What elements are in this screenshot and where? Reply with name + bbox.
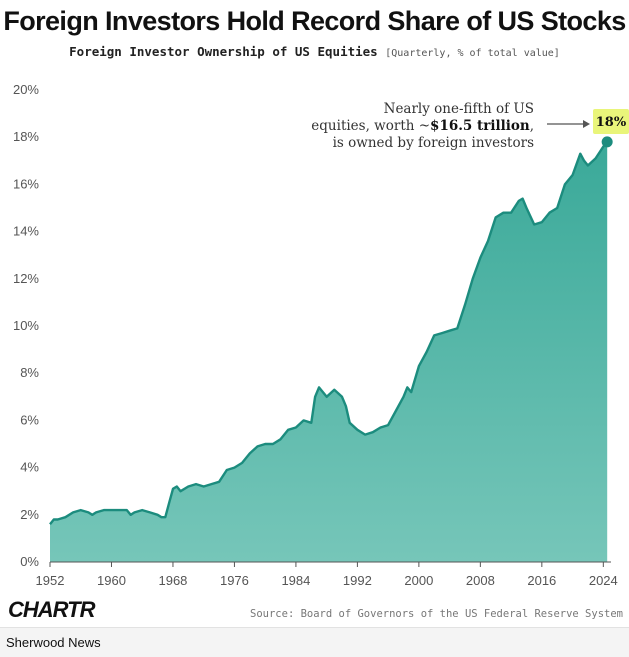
annotation: Nearly one-fifth of US equities, worth ~… [311,101,590,151]
latest-data-point [601,136,613,148]
x-tick-label: 2008 [466,573,495,588]
x-tick-label: 1984 [281,573,310,588]
y-tick-label: 18% [13,129,39,144]
y-tick-label: 0% [20,554,39,569]
value-badge-label: 18% [596,115,627,130]
y-axis: 0% 2% 4% 6% 8% 10% 12% 14% 16% 18% 20% [13,82,39,569]
y-tick-label: 8% [20,365,39,380]
annotation-line-2: equities, worth ~$16.5 trillion, [311,118,534,134]
subtitle-main: Foreign Investor Ownership of US Equitie… [69,44,378,59]
publisher-name: Sherwood News [6,635,101,650]
chartr-logo: CHARTR [8,597,95,622]
annotation-arrowhead [583,120,590,128]
y-tick-label: 16% [13,176,39,191]
y-tick-label: 6% [20,412,39,427]
y-tick-label: 4% [20,460,39,475]
chart-title: Foreign Investors Hold Record Share of U… [3,6,626,36]
data-line [49,141,609,525]
annotation-value: $16.5 trillion [430,118,530,134]
x-tick-label: 1968 [158,573,187,588]
x-tick-label: 2000 [404,573,433,588]
subtitle-note: [Quarterly, % of total value] [385,48,560,59]
y-tick-label: 10% [13,318,39,333]
chart-subtitle: Foreign Investor Ownership of US Equitie… [0,44,629,59]
annotation-line-3: is owned by foreign investors [333,135,534,151]
annotation-line-1: Nearly one-fifth of US [384,101,534,117]
footer-bar: Sherwood News [0,627,629,657]
annotation-line-2-prefix: equities, worth ~ [311,118,430,134]
y-tick-label: 12% [13,271,39,286]
x-tick-label: 1952 [36,573,65,588]
x-tick-label: 2024 [589,573,618,588]
annotation-line-2-suffix: , [530,118,534,134]
value-badge [593,109,629,134]
y-tick-label: 2% [20,507,39,522]
y-tick-label: 20% [13,82,39,97]
x-tick-label: 2016 [527,573,556,588]
x-tick-label: 1960 [97,573,126,588]
area-chart: 0% 2% 4% 6% 8% 10% 12% 14% 16% 18% 20% 1952 1960 196… [13,82,629,588]
x-tick-label: 1976 [220,573,249,588]
y-tick-label: 14% [13,224,39,239]
x-tick-label: 1992 [343,573,372,588]
source-note: Source: Board of Governors of the US Fed… [250,608,623,620]
x-axis: 1952 1960 1968 1976 1984 1992 2000 2008 2016 2024 [36,562,618,588]
data-area-fill [50,141,608,562]
